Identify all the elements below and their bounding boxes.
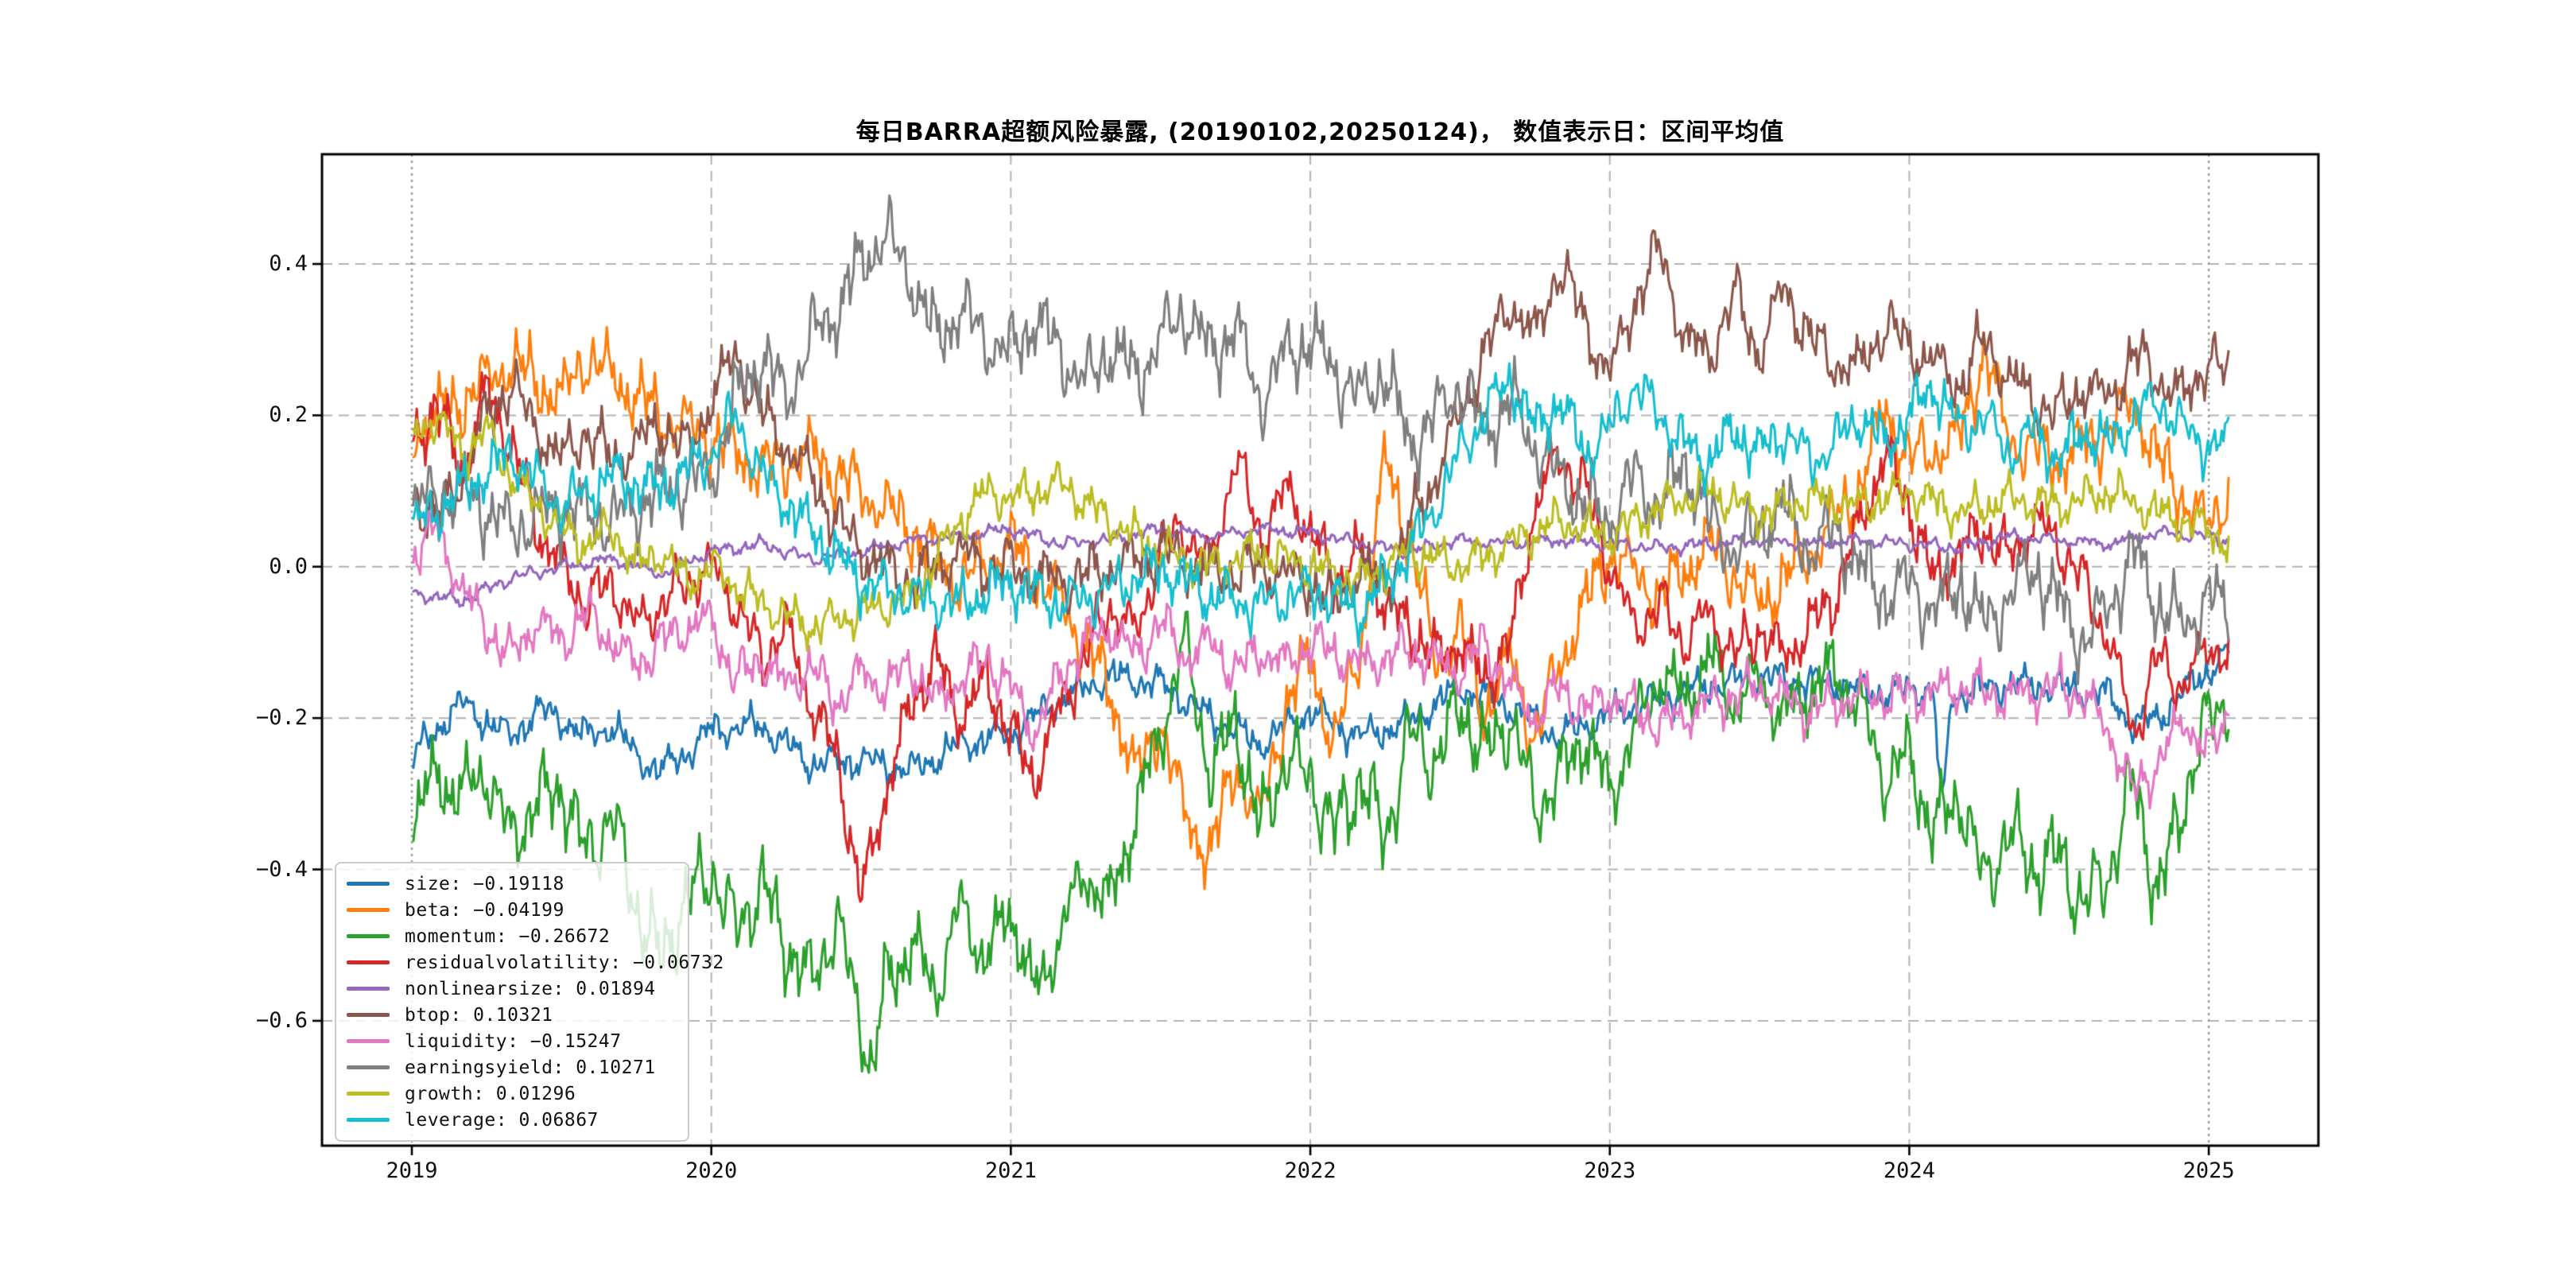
legend-swatch-momentum <box>347 934 390 938</box>
legend-swatch-nonlinearsize <box>347 987 390 991</box>
legend-item-leverage: leverage: 0.06867 <box>347 1107 677 1133</box>
y-tick-label: 0.0 <box>269 553 308 579</box>
legend-swatch-leverage <box>347 1118 390 1122</box>
legend-swatch-residualvolatility <box>347 960 390 964</box>
legend-item-earningsyield: earningsyield: 0.10271 <box>347 1054 677 1080</box>
legend: size: −0.19118 beta: −0.04199 momentum: −0… <box>335 862 724 1142</box>
chart-title: 每日BARRA超额风险暴露, (20190102,20250124)， 数值表示… <box>855 118 1785 146</box>
legend-label: momentum: −0.26672 <box>405 925 611 947</box>
legend-item-btop: btop: 0.10321 <box>347 1002 677 1028</box>
legend-item-beta: beta: −0.04199 <box>347 897 677 923</box>
legend-label: residualvolatility: −0.06732 <box>405 952 724 973</box>
legend-item-size: size: −0.19118 <box>347 871 677 897</box>
legend-item-momentum: momentum: −0.26672 <box>347 923 677 949</box>
legend-item-growth: growth: 0.01296 <box>347 1080 677 1107</box>
legend-label: liquidity: −0.15247 <box>405 1030 622 1052</box>
y-tick-label: −0.4 <box>255 856 308 882</box>
y-tick-label: 0.4 <box>269 251 308 277</box>
legend-label: nonlinearsize: 0.01894 <box>405 978 656 999</box>
x-tick-label: 2025 <box>2182 1158 2235 1183</box>
y-tick-label: −0.6 <box>255 1007 308 1033</box>
x-tick-label: 2021 <box>984 1158 1037 1183</box>
legend-swatch-earningsyield <box>347 1065 390 1069</box>
legend-swatch-beta <box>347 908 390 912</box>
x-tick-label: 2020 <box>685 1158 738 1183</box>
legend-label: btop: 0.10321 <box>405 1004 553 1026</box>
legend-swatch-btop <box>347 1013 390 1017</box>
y-tick-label: −0.2 <box>255 705 308 731</box>
legend-label: leverage: 0.06867 <box>405 1109 599 1131</box>
legend-swatch-growth <box>347 1092 390 1096</box>
legend-item-liquidity: liquidity: −0.15247 <box>347 1028 677 1054</box>
legend-swatch-liquidity <box>347 1039 390 1043</box>
legend-label: size: −0.19118 <box>405 873 564 894</box>
x-tick-label: 2024 <box>1883 1158 1935 1183</box>
legend-item-residualvolatility: residualvolatility: −0.06732 <box>347 949 724 976</box>
x-tick-label: 2022 <box>1284 1158 1336 1183</box>
legend-label: growth: 0.01296 <box>405 1083 576 1104</box>
y-tick-label: 0.2 <box>269 402 308 428</box>
legend-label: earningsyield: 0.10271 <box>405 1057 656 1078</box>
legend-label: beta: −0.04199 <box>405 899 564 921</box>
legend-item-nonlinearsize: nonlinearsize: 0.01894 <box>347 976 677 1002</box>
legend-swatch-size <box>347 882 390 886</box>
x-tick-label: 2019 <box>386 1158 438 1183</box>
x-tick-label: 2023 <box>1584 1158 1636 1183</box>
